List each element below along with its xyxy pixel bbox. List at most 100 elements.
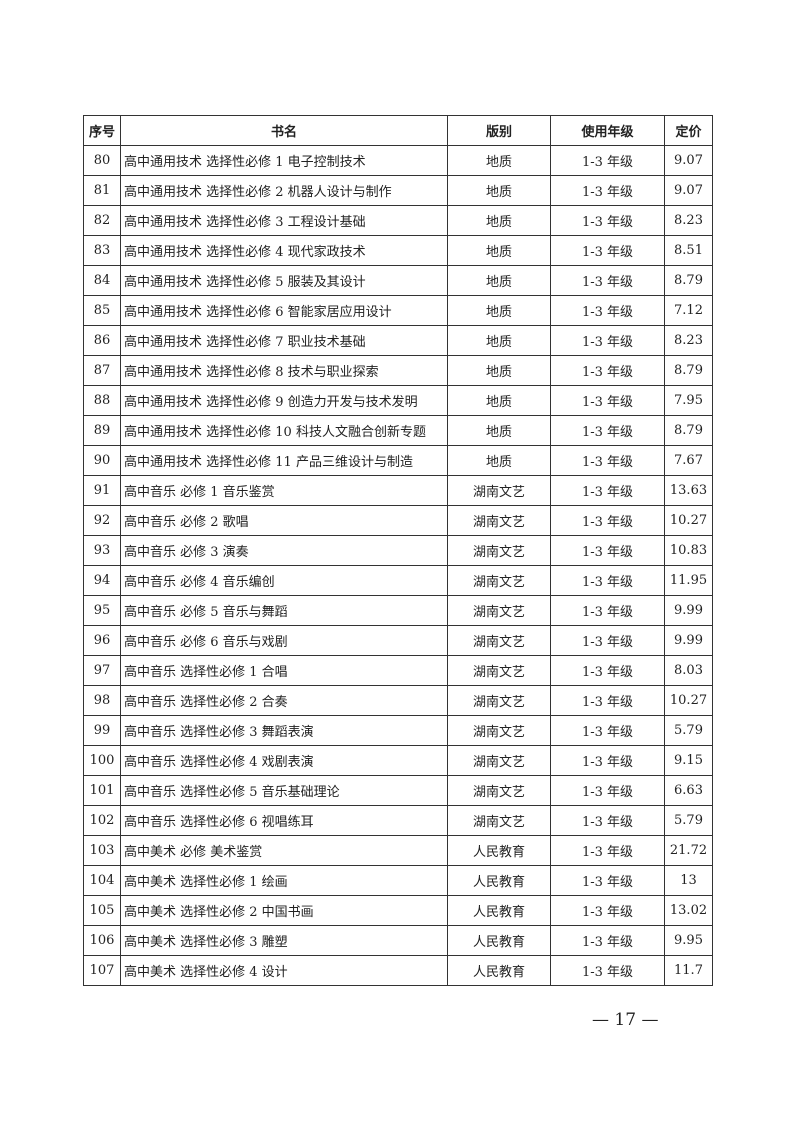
table-row: 97 高中音乐 选择性必修 1 合唱 湖南文艺 1-3 年级 8.03 <box>83 655 713 686</box>
table-cell: 高中通用技术 选择性必修 11 产品三维设计与制造 <box>120 445 448 476</box>
table-row: 106 高中美术 选择性必修 3 雕塑 人民教育 1-3 年级 9.95 <box>83 925 713 956</box>
table-row: 80 高中通用技术 选择性必修 1 电子控制技术 地质 1-3 年级 9.07 <box>83 145 713 176</box>
table-cell: 1-3 年级 <box>550 745 665 776</box>
table-cell: 103 <box>83 835 121 866</box>
table-cell: 1-3 年级 <box>550 295 665 326</box>
table-cell: 地质 <box>447 355 551 386</box>
table-cell: 1-3 年级 <box>550 775 665 806</box>
table-row: 102 高中音乐 选择性必修 6 视唱练耳 湖南文艺 1-3 年级 5.79 <box>83 805 713 836</box>
table-cell: 88 <box>83 385 121 416</box>
table-cell: 人民教育 <box>447 895 551 926</box>
table-row: 94 高中音乐 必修 4 音乐编创 湖南文艺 1-3 年级 11.95 <box>83 565 713 596</box>
table-cell: 1-3 年级 <box>550 235 665 266</box>
table-cell: 湖南文艺 <box>447 595 551 626</box>
table-cell: 6.63 <box>664 775 713 806</box>
table-cell: 高中通用技术 选择性必修 6 智能家居应用设计 <box>120 295 448 326</box>
table-cell: 92 <box>83 505 121 536</box>
table-cell: 地质 <box>447 235 551 266</box>
table-cell: 高中音乐 选择性必修 4 戏剧表演 <box>120 745 448 776</box>
table-cell: 高中美术 选择性必修 4 设计 <box>120 955 448 986</box>
table-cell: 高中音乐 必修 2 歌唱 <box>120 505 448 536</box>
table-cell: 1-3 年级 <box>550 625 665 656</box>
table-cell: 9.99 <box>664 595 713 626</box>
table-cell: 85 <box>83 295 121 326</box>
table-cell: 82 <box>83 205 121 236</box>
table-cell: 8.79 <box>664 415 713 446</box>
table-cell: 1-3 年级 <box>550 805 665 836</box>
table-cell: 地质 <box>447 445 551 476</box>
table-cell: 高中美术 选择性必修 1 绘画 <box>120 865 448 896</box>
table-cell: 1-3 年级 <box>550 835 665 866</box>
header-cell: 定价 <box>664 115 713 146</box>
table-cell: 湖南文艺 <box>447 655 551 686</box>
table-cell: 高中音乐 必修 4 音乐编创 <box>120 565 448 596</box>
table-cell: 94 <box>83 565 121 596</box>
page-number: — 17 — <box>592 1010 659 1030</box>
table-row: 81 高中通用技术 选择性必修 2 机器人设计与制作 地质 1-3 年级 9.07 <box>83 175 713 206</box>
table-cell: 5.79 <box>664 805 713 836</box>
table-cell: 13.63 <box>664 475 713 506</box>
table-row: 101 高中音乐 选择性必修 5 音乐基础理论 湖南文艺 1-3 年级 6.63 <box>83 775 713 806</box>
table-cell: 地质 <box>447 325 551 356</box>
table-cell: 93 <box>83 535 121 566</box>
table-cell: 高中美术 选择性必修 2 中国书画 <box>120 895 448 926</box>
table-cell: 104 <box>83 865 121 896</box>
table-cell: 湖南文艺 <box>447 805 551 836</box>
table-cell: 11.95 <box>664 565 713 596</box>
table-cell: 高中通用技术 选择性必修 10 科技人文融合创新专题 <box>120 415 448 446</box>
table-cell: 高中音乐 选择性必修 5 音乐基础理论 <box>120 775 448 806</box>
table-cell: 96 <box>83 625 121 656</box>
table-row: 86 高中通用技术 选择性必修 7 职业技术基础 地质 1-3 年级 8.23 <box>83 325 713 356</box>
table-cell: 湖南文艺 <box>447 775 551 806</box>
table-cell: 高中美术 选择性必修 3 雕塑 <box>120 925 448 956</box>
table-cell: 98 <box>83 685 121 716</box>
table-cell: 地质 <box>447 415 551 446</box>
table-cell: 人民教育 <box>447 865 551 896</box>
header-row: 序号 书名 版别 使用年级 定价 <box>83 115 713 146</box>
table-row: 91 高中音乐 必修 1 音乐鉴赏 湖南文艺 1-3 年级 13.63 <box>83 475 713 506</box>
table-cell: 高中通用技术 选择性必修 9 创造力开发与技术发明 <box>120 385 448 416</box>
table-cell: 84 <box>83 265 121 296</box>
table-cell: 湖南文艺 <box>447 475 551 506</box>
table-cell: 21.72 <box>664 835 713 866</box>
table-cell: 9.15 <box>664 745 713 776</box>
table-cell: 7.67 <box>664 445 713 476</box>
table-cell: 1-3 年级 <box>550 355 665 386</box>
table-cell: 人民教育 <box>447 835 551 866</box>
table-cell: 1-3 年级 <box>550 325 665 356</box>
table-cell: 高中通用技术 选择性必修 4 现代家政技术 <box>120 235 448 266</box>
table-cell: 1-3 年级 <box>550 175 665 206</box>
table-row: 95 高中音乐 必修 5 音乐与舞蹈 湖南文艺 1-3 年级 9.99 <box>83 595 713 626</box>
table-cell: 7.12 <box>664 295 713 326</box>
table-cell: 高中美术 必修 美术鉴赏 <box>120 835 448 866</box>
table-cell: 高中通用技术 选择性必修 1 电子控制技术 <box>120 145 448 176</box>
table-cell: 1-3 年级 <box>550 265 665 296</box>
table-cell: 高中音乐 必修 5 音乐与舞蹈 <box>120 595 448 626</box>
table-cell: 10.27 <box>664 685 713 716</box>
table-row: 99 高中音乐 选择性必修 3 舞蹈表演 湖南文艺 1-3 年级 5.79 <box>83 715 713 746</box>
table-cell: 107 <box>83 955 121 986</box>
table-cell: 95 <box>83 595 121 626</box>
table-cell: 地质 <box>447 145 551 176</box>
table-row: 96 高中音乐 必修 6 音乐与戏剧 湖南文艺 1-3 年级 9.99 <box>83 625 713 656</box>
table-cell: 湖南文艺 <box>447 745 551 776</box>
table-cell: 9.95 <box>664 925 713 956</box>
table-row: 104 高中美术 选择性必修 1 绘画 人民教育 1-3 年级 13 <box>83 865 713 896</box>
table-cell: 1-3 年级 <box>550 655 665 686</box>
header-cell: 序号 <box>83 115 121 146</box>
table-cell: 8.79 <box>664 355 713 386</box>
table-cell: 8.23 <box>664 325 713 356</box>
table-cell: 地质 <box>447 265 551 296</box>
table-cell: 13 <box>664 865 713 896</box>
table-cell: 91 <box>83 475 121 506</box>
table-cell: 人民教育 <box>447 955 551 986</box>
table-cell: 高中音乐 选择性必修 6 视唱练耳 <box>120 805 448 836</box>
table-cell: 1-3 年级 <box>550 955 665 986</box>
table-cell: 8.23 <box>664 205 713 236</box>
table-row: 82 高中通用技术 选择性必修 3 工程设计基础 地质 1-3 年级 8.23 <box>83 205 713 236</box>
table-cell: 5.79 <box>664 715 713 746</box>
table-cell: 89 <box>83 415 121 446</box>
table-cell: 1-3 年级 <box>550 895 665 926</box>
table-cell: 11.7 <box>664 955 713 986</box>
table-cell: 湖南文艺 <box>447 625 551 656</box>
